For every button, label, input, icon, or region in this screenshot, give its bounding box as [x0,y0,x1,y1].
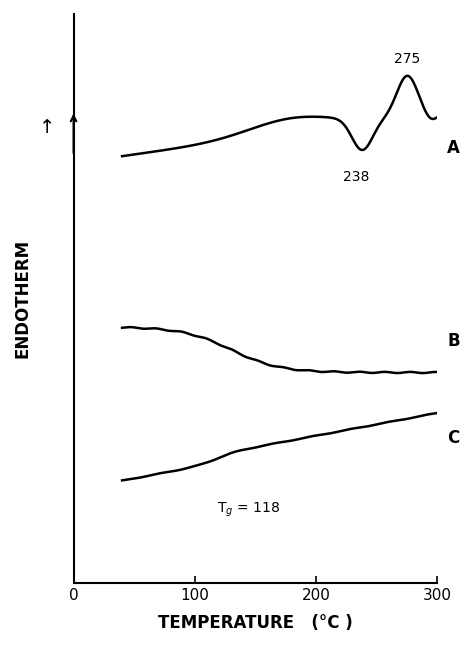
Text: 275: 275 [394,52,420,66]
Text: T$_g$ = 118: T$_g$ = 118 [217,501,280,519]
Text: 238: 238 [343,170,369,184]
Text: A: A [447,139,460,157]
Text: ↑: ↑ [39,118,55,137]
Text: B: B [447,332,460,350]
Y-axis label: ENDOTHERM: ENDOTHERM [14,239,32,358]
X-axis label: TEMPERATURE   (°C ): TEMPERATURE (°C ) [158,614,353,632]
Text: C: C [447,429,459,447]
